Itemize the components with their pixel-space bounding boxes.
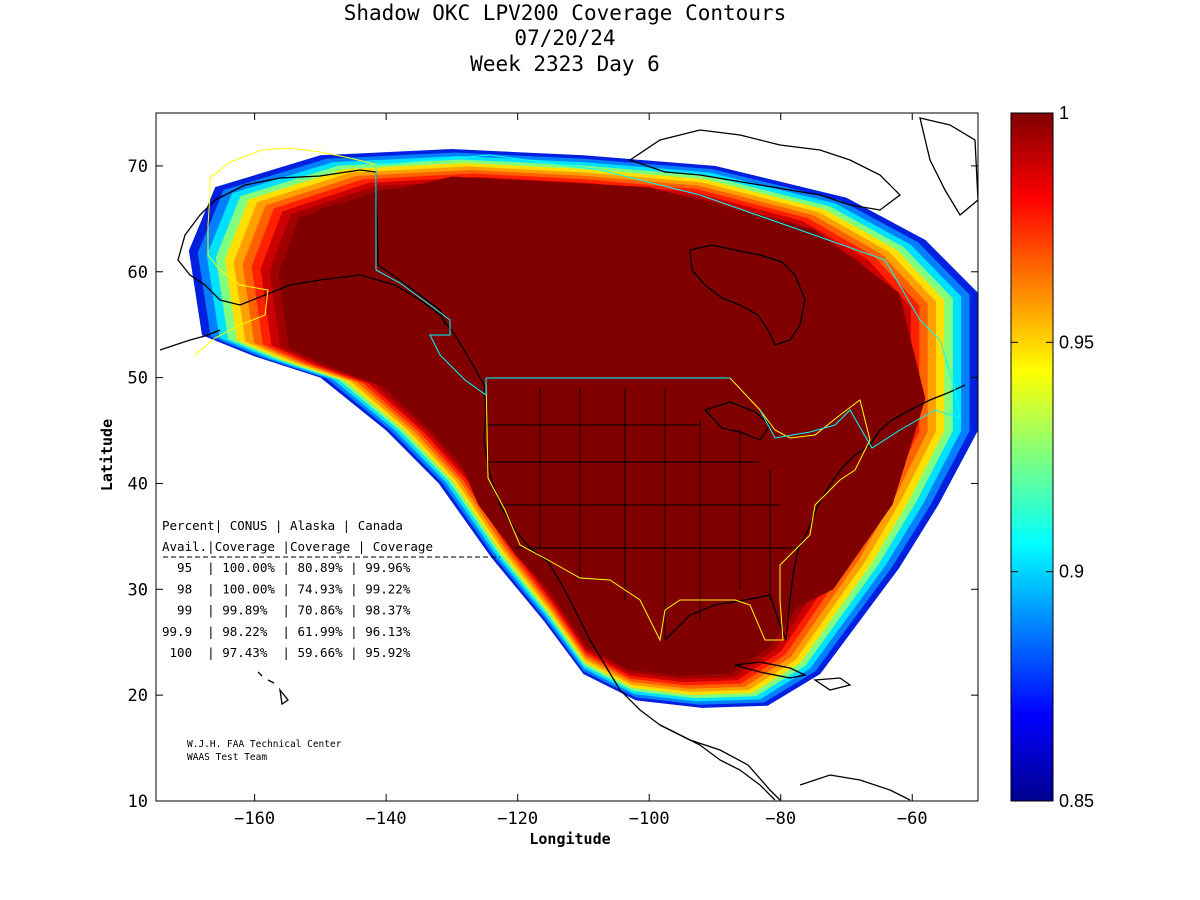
colorbar-tick-label: 1 (1059, 103, 1069, 123)
colorbar-tick-label: 0.95 (1059, 332, 1094, 352)
canada-fir-boundary (375, 154, 961, 449)
table-row: 99 | 99.89% | 70.86% | 98.37% (162, 603, 411, 618)
chart-week: Week 2323 Day 6 (470, 52, 660, 76)
cuba (734, 661, 808, 679)
arctic-islands (628, 129, 901, 211)
table-row: 95 | 100.00% | 80.89% | 99.96% (162, 560, 411, 575)
hdr-percent: Percent (162, 518, 215, 533)
x-tick-label: −140 (366, 809, 407, 829)
great-lakes (703, 401, 771, 441)
x-axis-ticks: −160 −140 −120 −100 −80 −60 (234, 113, 928, 829)
table-row: 98 | 100.00% | 74.93% | 99.22% (162, 581, 411, 596)
greenland-edge (919, 117, 978, 216)
state-grid (486, 388, 800, 640)
coverage-table: Percent| CONUS | Alaska | Canada Avail.|… (162, 518, 500, 660)
table-row: 100 | 97.43% | 59.66% | 95.92% (162, 645, 411, 660)
x-tick-label: −100 (629, 809, 670, 829)
colorbar-tick-label: 0.85 (1059, 791, 1094, 811)
x-axis-label: Longitude (529, 830, 610, 848)
hispaniola (813, 677, 852, 691)
chart-title: Shadow OKC LPV200 Coverage Contours (344, 1, 787, 25)
central-america (659, 724, 776, 801)
chart-date: 07/20/24 (514, 26, 615, 50)
hdr-conus: CONUS (230, 518, 268, 533)
x-tick-label: −60 (897, 809, 928, 829)
hdr-avail: Avail. (162, 539, 207, 554)
y-tick-label: 10 (128, 792, 148, 812)
y-tick-label: 60 (128, 263, 148, 283)
conus-fir-boundary (485, 377, 871, 642)
credit-line-1: W.J.H. FAA Technical Center (187, 739, 342, 750)
hawaii (257, 671, 289, 706)
table-header-2: Avail.|Coverage |Coverage | Coverage (162, 539, 433, 554)
credit-line-2: WAAS Test Team (187, 752, 267, 763)
y-tick-label: 30 (128, 580, 148, 600)
south-america (799, 774, 911, 801)
x-tick-label: −160 (234, 809, 275, 829)
y-axis-label: Latitude (98, 419, 116, 491)
table-header-1: Percent| CONUS | Alaska | Canada (162, 518, 403, 533)
colorbar-ticks: 1 0.95 0.9 0.85 (1011, 103, 1094, 811)
hudson-bay (689, 244, 806, 346)
y-tick-label: 50 (128, 369, 148, 389)
aleutians (159, 329, 221, 351)
colorbar (1010, 112, 1054, 802)
alaska-fir-boundary (194, 147, 379, 356)
plot-frame (155, 112, 979, 802)
fir-boundaries (194, 147, 961, 642)
y-tick-label: 40 (128, 474, 148, 494)
coastlines (159, 117, 978, 801)
coverage-core (307, 176, 926, 643)
y-axis-ticks: 10 20 30 40 50 60 70 (128, 157, 978, 812)
table-row: 99.9 | 98.22% | 61.99% | 96.13% (162, 624, 411, 639)
x-tick-label: −80 (765, 809, 796, 829)
us-state-lines (486, 388, 800, 640)
hdr-canada: Canada (358, 518, 403, 533)
x-tick-label: −120 (497, 809, 538, 829)
y-tick-label: 70 (128, 157, 148, 177)
hdr-alaska: Alaska (290, 518, 335, 533)
colorbar-tick-label: 0.9 (1059, 562, 1084, 582)
table-rows: 95 | 100.00% | 80.89% | 99.96% 98 | 100.… (162, 560, 411, 660)
y-tick-label: 20 (128, 686, 148, 706)
